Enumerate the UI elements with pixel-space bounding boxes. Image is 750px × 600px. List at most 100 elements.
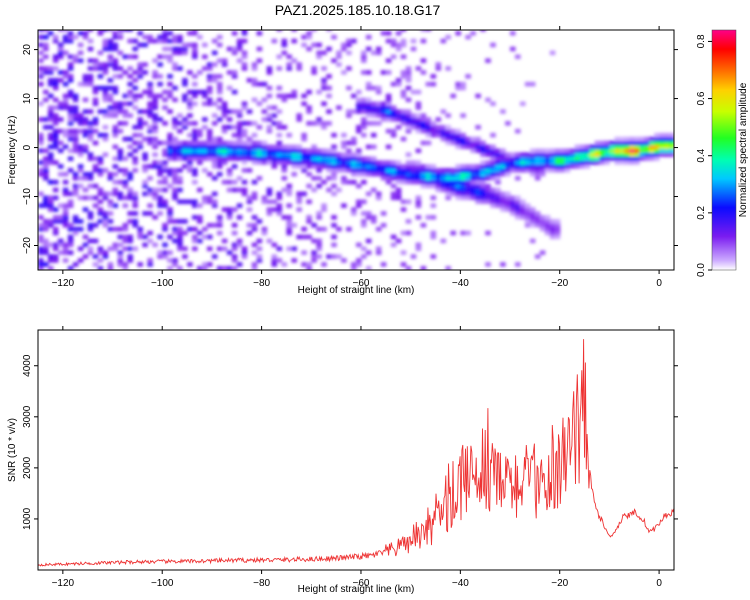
heatmap-cell bbox=[644, 156, 650, 161]
heatmap-cell bbox=[480, 160, 486, 165]
heatmap-cell bbox=[470, 140, 476, 146]
heatmap-cell bbox=[177, 199, 183, 204]
heatmap-cell bbox=[490, 132, 496, 138]
heatmap-cell bbox=[529, 160, 536, 165]
heatmap-cell bbox=[102, 42, 109, 48]
heatmap-cell bbox=[52, 132, 59, 138]
heatmap-cell bbox=[356, 242, 362, 248]
heatmap-cell bbox=[380, 113, 387, 118]
heatmap-cell bbox=[231, 156, 238, 161]
heatmap-cell bbox=[266, 152, 273, 157]
heatmap-cell bbox=[480, 144, 486, 150]
heatmap-cell bbox=[385, 31, 392, 36]
heatmap-cell bbox=[87, 183, 94, 189]
heatmap-cell bbox=[177, 176, 183, 181]
heatmap-cell bbox=[38, 226, 44, 232]
heatmap-cell bbox=[405, 168, 412, 173]
heatmap-cell bbox=[649, 148, 655, 153]
heatmap-cell bbox=[47, 160, 54, 165]
heatmap-cell bbox=[370, 109, 377, 114]
heatmap-cell bbox=[624, 156, 630, 161]
heatmap-cell bbox=[167, 258, 173, 263]
heatmap-cell bbox=[246, 140, 253, 146]
heatmap-cell bbox=[127, 195, 133, 201]
heatmap-cell bbox=[614, 144, 620, 150]
heatmap-cell bbox=[107, 58, 114, 63]
heatmap-cell bbox=[57, 101, 64, 106]
heatmap-cell bbox=[211, 152, 218, 157]
heatmap-cell bbox=[57, 140, 64, 146]
heatmap-cell bbox=[460, 230, 466, 236]
heatmap-cell bbox=[276, 148, 283, 153]
heatmap-cell bbox=[192, 168, 198, 173]
heatmap-cell bbox=[38, 42, 44, 48]
heatmap-cell bbox=[172, 144, 178, 150]
heatmap-cell bbox=[216, 215, 223, 220]
heatmap-cell bbox=[182, 97, 188, 103]
heatmap-cell bbox=[52, 258, 59, 263]
heatmap-cell bbox=[62, 70, 69, 75]
heatmap-cell bbox=[420, 70, 427, 75]
heatmap-cell bbox=[599, 160, 606, 165]
heatmap-cell bbox=[211, 78, 218, 83]
heatmap-cell bbox=[52, 226, 59, 232]
heatmap-cell bbox=[52, 230, 59, 236]
heatmap-cell bbox=[500, 148, 506, 153]
heatmap-cell bbox=[236, 187, 243, 193]
heatmap-cell bbox=[445, 187, 451, 193]
heatmap-cell bbox=[57, 30, 64, 32]
heatmap-cell bbox=[301, 34, 307, 40]
heatmap-cell bbox=[132, 203, 138, 208]
heatmap-cell bbox=[286, 226, 292, 232]
heatmap-cell bbox=[197, 70, 203, 75]
heatmap-cell bbox=[480, 191, 486, 197]
heatmap-cell bbox=[202, 117, 208, 122]
heatmap-cell bbox=[221, 266, 228, 270]
heatmap-cell bbox=[286, 223, 292, 228]
heatmap-cell bbox=[539, 219, 546, 224]
heatmap-cell bbox=[276, 258, 283, 263]
heatmap-cell bbox=[97, 207, 104, 212]
heatmap-cell bbox=[221, 160, 228, 165]
heatmap-cell bbox=[375, 172, 382, 177]
heatmap-cell bbox=[87, 125, 94, 130]
heatmap-cell bbox=[47, 81, 54, 87]
heatmap-cell bbox=[524, 207, 531, 212]
heatmap-cell bbox=[172, 62, 178, 67]
heatmap-cell bbox=[281, 156, 288, 161]
heatmap-cell bbox=[142, 70, 148, 75]
heatmap-cell bbox=[221, 105, 228, 110]
heatmap-cell bbox=[445, 140, 451, 146]
heatmap-cell bbox=[594, 144, 601, 150]
heatmap-cell bbox=[236, 148, 243, 153]
heatmap-cell bbox=[251, 191, 258, 197]
heatmap-cell bbox=[127, 136, 133, 142]
heatmap-cell bbox=[410, 254, 417, 259]
heatmap-cell bbox=[455, 81, 461, 87]
heatmap-cell bbox=[107, 54, 114, 59]
heatmap-cell bbox=[231, 144, 238, 150]
heatmap-cell bbox=[216, 152, 223, 157]
heatmap-cell bbox=[405, 176, 412, 181]
heatmap-cell bbox=[341, 152, 347, 157]
x-tick-label: −120 bbox=[52, 278, 75, 289]
heatmap-cell bbox=[142, 183, 148, 189]
heatmap-cell bbox=[365, 164, 372, 169]
heatmap-cell bbox=[172, 262, 178, 267]
heatmap-cell bbox=[87, 46, 94, 52]
heatmap-cell bbox=[500, 164, 506, 169]
heatmap-cell bbox=[420, 121, 427, 126]
heatmap-cell bbox=[107, 266, 114, 270]
heatmap-cell bbox=[152, 152, 158, 157]
heatmap-cell bbox=[172, 179, 178, 185]
heatmap-cell bbox=[246, 207, 253, 212]
heatmap-cell bbox=[356, 156, 362, 161]
heatmap-cell bbox=[341, 144, 347, 150]
heatmap-cell bbox=[549, 219, 556, 224]
heatmap-cell bbox=[172, 66, 178, 71]
heatmap-cell bbox=[410, 113, 417, 118]
heatmap-cell bbox=[236, 242, 243, 248]
heatmap-cell bbox=[316, 226, 322, 232]
heatmap-cell bbox=[202, 266, 208, 270]
